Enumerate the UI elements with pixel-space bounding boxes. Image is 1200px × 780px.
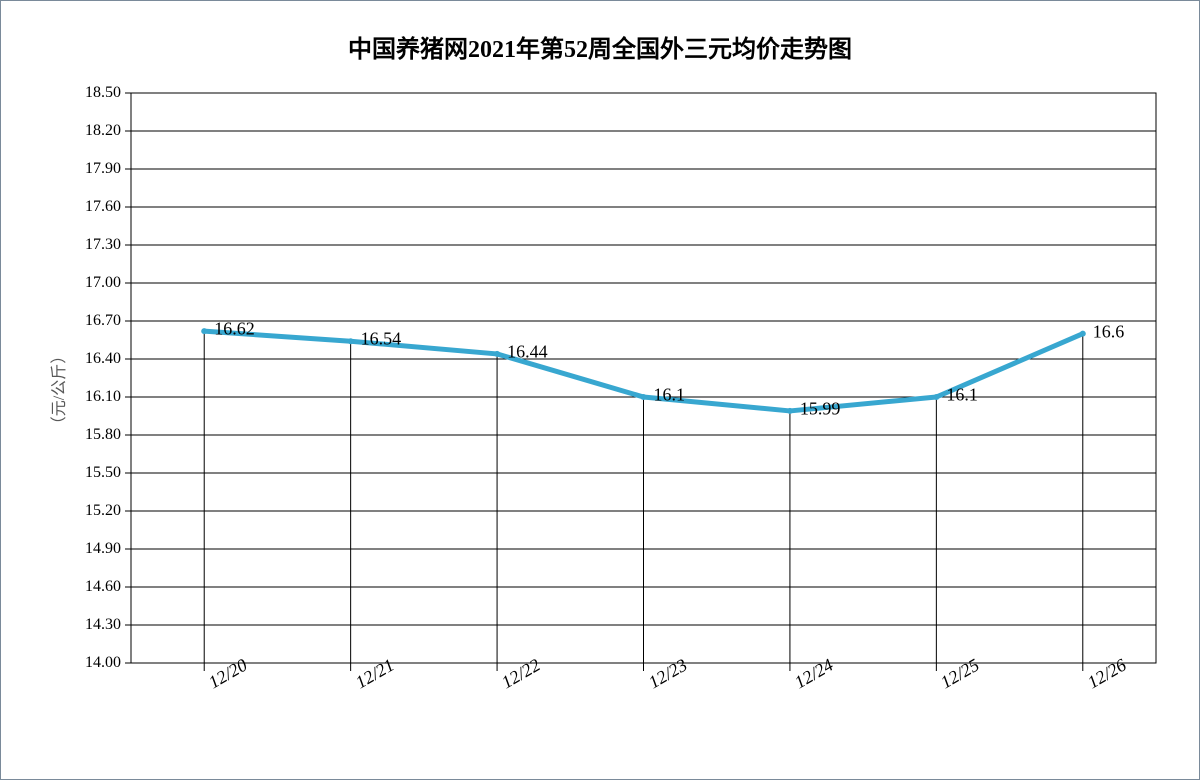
- data-label: 16.1: [946, 385, 978, 406]
- data-label: 16.6: [1093, 321, 1125, 342]
- y-tick-label: 16.10: [85, 388, 131, 406]
- y-axis-label: （元/公斤）: [45, 348, 69, 432]
- y-tick-label: 16.70: [85, 312, 131, 330]
- data-label: 16.1: [654, 385, 686, 406]
- y-tick-label: 17.30: [85, 236, 131, 254]
- y-tick-label: 17.00: [85, 274, 131, 292]
- y-tick-label: 17.90: [85, 160, 131, 178]
- data-label: 15.99: [800, 398, 841, 419]
- y-tick-label: 15.20: [85, 502, 131, 520]
- chart-title: 中国养猪网2021年第52周全国外三元均价走势图: [1, 29, 1199, 64]
- data-label: 16.44: [507, 341, 548, 362]
- y-tick-label: 15.50: [85, 464, 131, 482]
- plot-svg: [131, 93, 1156, 663]
- data-label: 16.62: [214, 319, 255, 340]
- data-label: 16.54: [361, 329, 402, 350]
- y-tick-label: 18.20: [85, 122, 131, 140]
- chart-container: 中国养猪网2021年第52周全国外三元均价走势图 （元/公斤） 14.0014.…: [0, 0, 1200, 780]
- y-tick-label: 14.90: [85, 540, 131, 558]
- plot-area: 14.0014.3014.6014.9015.2015.5015.8016.10…: [131, 93, 1156, 663]
- y-tick-label: 18.50: [85, 84, 131, 102]
- y-tick-label: 14.30: [85, 616, 131, 634]
- y-tick-label: 17.60: [85, 198, 131, 216]
- y-tick-label: 15.80: [85, 426, 131, 444]
- y-tick-label: 14.60: [85, 578, 131, 596]
- y-tick-label: 14.00: [85, 654, 131, 672]
- y-tick-label: 16.40: [85, 350, 131, 368]
